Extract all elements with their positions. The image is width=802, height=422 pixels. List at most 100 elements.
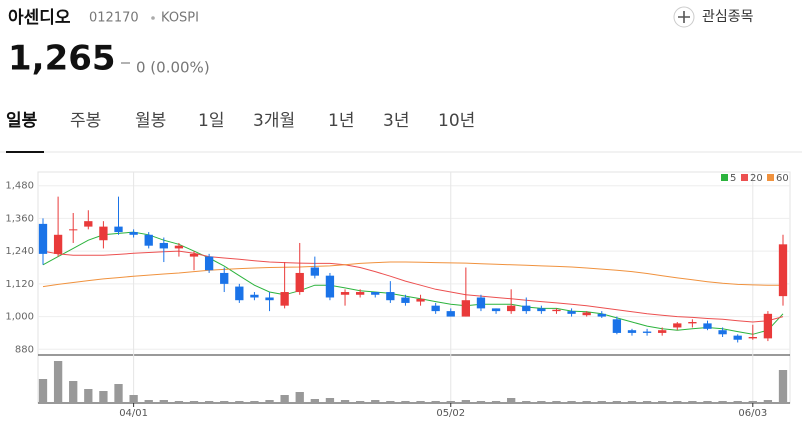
candle-body: [658, 330, 667, 333]
legend-swatch: [721, 174, 728, 181]
watch-label[interactable]: 관심종목: [702, 9, 754, 25]
candle-body: [507, 305, 516, 312]
candle-body: [673, 323, 682, 328]
volume-bar: [612, 401, 622, 403]
period-tabs: 일봉 주봉 월봉 1일 3개월 1년 3년 10년: [6, 111, 475, 131]
volume-bar: [507, 398, 516, 403]
volume-bar: [340, 400, 350, 403]
candle-body: [491, 308, 501, 312]
volume-bar: [446, 401, 455, 403]
legend-swatch: [767, 174, 774, 181]
candle-body: [386, 292, 395, 301]
candle-body: [84, 221, 93, 227]
volume-bar: [552, 401, 561, 403]
candle-body: [295, 272, 304, 293]
plus-circle: [673, 6, 695, 28]
volume-bar: [144, 400, 153, 403]
volume-bar: [401, 401, 410, 403]
volume-bar: [189, 401, 199, 403]
period-tab[interactable]: 3개월: [253, 111, 295, 131]
volume-bar: [265, 400, 274, 403]
candle-body: [718, 330, 727, 335]
volume-bar: [174, 401, 184, 403]
candle-body: [355, 292, 365, 295]
moving-average-line: [42, 261, 783, 288]
volume-bar: [325, 398, 335, 403]
y-tick-label: 1,240: [5, 246, 34, 257]
candle-body: [763, 313, 773, 339]
candle-body: [461, 300, 471, 317]
candle-body: [537, 308, 546, 312]
x-tick-label: 04/01: [119, 408, 148, 419]
volume-bar: [582, 401, 591, 403]
period-tab[interactable]: 주봉: [70, 111, 101, 131]
volume-bar: [371, 400, 380, 403]
price: 1,265: [8, 39, 116, 79]
volume-bar: [280, 395, 289, 403]
volume-bar: [703, 401, 712, 403]
candle-body: [69, 229, 78, 231]
candle-body: [703, 323, 712, 329]
watch-button[interactable]: 관심종목: [673, 6, 754, 28]
candle-body: [552, 309, 561, 312]
period-tab[interactable]: 10년: [438, 111, 475, 131]
period-tab[interactable]: 일봉: [6, 111, 38, 131]
candle-body: [114, 226, 123, 233]
period-tab[interactable]: 3년: [383, 111, 409, 131]
x-tick-label: 05/02: [436, 408, 465, 419]
volume-bar: [386, 401, 395, 403]
volume-bar: [476, 401, 486, 403]
y-tick-label: 1,480: [5, 181, 34, 192]
volume-bar: [597, 401, 606, 403]
change: 0 (0.00%): [136, 59, 210, 77]
candle-body: [204, 256, 214, 271]
y-tick-label: 880: [15, 344, 34, 355]
volume-bar: [658, 401, 667, 403]
candle-body: [129, 232, 138, 235]
volume-bar: [250, 401, 259, 403]
volume-bar: [461, 400, 471, 403]
volume-bar: [748, 401, 757, 403]
candle-body: [778, 244, 788, 297]
stock-name: 아센디오: [8, 8, 71, 28]
period-tab[interactable]: 1년: [328, 111, 354, 131]
volume-bar: [537, 401, 546, 403]
volume-bar: [84, 389, 93, 403]
volume-bar: [431, 401, 440, 403]
candle-body: [38, 223, 48, 254]
candle-body: [340, 292, 350, 295]
volume-bar: [522, 401, 531, 403]
period-tab[interactable]: 월봉: [135, 111, 166, 131]
market: KOSPI: [161, 11, 199, 26]
candle-body: [597, 313, 606, 317]
volume-bar: [718, 401, 727, 403]
candle-body: [612, 319, 622, 333]
candle-body: [220, 272, 229, 284]
volume-bar: [673, 401, 682, 403]
volume-bar: [627, 401, 637, 403]
volume-bar: [99, 391, 108, 403]
candle-body: [144, 234, 153, 246]
candle-body: [310, 267, 319, 276]
plot-frame: [37, 171, 791, 404]
period-tab[interactable]: 1일: [198, 111, 224, 131]
volume-bar: [763, 400, 773, 403]
volume-bar: [642, 401, 652, 403]
y-tick-label: 1,120: [5, 279, 34, 290]
volume-bar: [69, 381, 78, 403]
candle-body: [250, 294, 259, 298]
candle-body: [174, 245, 184, 249]
candle-body: [567, 311, 576, 314]
volume-bar: [567, 401, 576, 403]
volume-bar: [355, 401, 365, 403]
volume-bar: [310, 399, 319, 403]
volume-bar: [38, 379, 48, 403]
candle-body: [522, 305, 531, 312]
candle-body: [431, 305, 440, 312]
candle-body: [642, 331, 652, 333]
moving-average-line: [42, 231, 784, 335]
volume-bar: [688, 401, 697, 403]
candle-body: [401, 297, 410, 303]
candle-body: [189, 253, 199, 257]
